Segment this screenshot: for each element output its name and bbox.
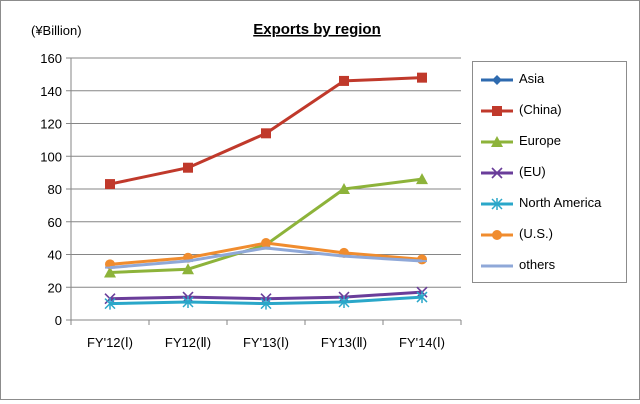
y-tick-label: 60 xyxy=(48,215,62,230)
legend-label: Asia xyxy=(519,71,545,86)
marker-square xyxy=(417,72,427,83)
axes xyxy=(70,58,462,325)
x-tick-label: FY'13(Ⅰ) xyxy=(243,335,289,350)
marker-star xyxy=(182,295,194,308)
y-tick-label: 120 xyxy=(40,117,62,132)
y-tick-label: 100 xyxy=(40,149,62,164)
legend-item: (EU) xyxy=(473,163,626,183)
marker-x xyxy=(491,167,503,179)
legend-swatch xyxy=(481,230,513,240)
series-line xyxy=(109,246,423,270)
legend-item: (U.S.) xyxy=(473,225,626,245)
legend-item: Asia xyxy=(473,70,626,90)
marker-star xyxy=(260,297,272,310)
marker-square xyxy=(105,179,115,190)
series-china xyxy=(105,72,427,190)
x-tick-label: FY13(Ⅱ) xyxy=(321,335,367,350)
y-axis-label: (¥Billion) xyxy=(31,23,82,38)
marker-circle xyxy=(261,238,271,249)
legend: Asia (China) Europe (EU) North America (U.S.)… xyxy=(472,61,627,283)
legend-item: Europe xyxy=(473,132,626,152)
y-tick-labels: 0 20 40 60 80 100 120 140 160 xyxy=(40,51,62,328)
y-tick-label: 140 xyxy=(40,84,62,99)
series-others xyxy=(105,246,427,270)
marker-square xyxy=(261,128,271,139)
marker-square xyxy=(183,162,193,173)
legend-label: North America xyxy=(519,195,602,210)
marker-star xyxy=(338,295,350,308)
legend-swatch xyxy=(481,264,513,268)
legend-item: others xyxy=(473,256,626,276)
y-tick-label: 80 xyxy=(48,182,62,197)
y-tick-label: 20 xyxy=(48,280,62,295)
legend-item: (China) xyxy=(473,101,626,121)
marker-triangle xyxy=(491,136,503,147)
legend-swatch xyxy=(481,198,513,210)
series-north-america xyxy=(104,291,428,310)
marker-diamond xyxy=(492,75,502,85)
y-tick-label: 40 xyxy=(48,248,62,263)
y-tick-label: 0 xyxy=(55,313,62,328)
legend-label: (EU) xyxy=(519,164,546,179)
marker-star xyxy=(491,198,503,210)
marker-triangle xyxy=(104,266,116,278)
legend-label: others xyxy=(519,257,556,272)
legend-swatch xyxy=(481,167,513,179)
marker-square xyxy=(339,75,349,86)
marker-star xyxy=(104,297,116,310)
x-tick-label: FY12(Ⅱ) xyxy=(165,335,211,350)
marker-circle xyxy=(492,230,502,240)
legend-swatch xyxy=(481,106,513,116)
x-tick-labels: FY'12(Ⅰ) FY12(Ⅱ) FY'13(Ⅰ) FY13(Ⅱ) FY'14(Ⅰ) xyxy=(87,335,445,350)
y-tick-label: 160 xyxy=(40,51,62,66)
series-lines xyxy=(104,72,428,310)
chart-title: Exports by region xyxy=(253,21,381,38)
marker-triangle xyxy=(338,183,350,194)
gridlines xyxy=(66,57,461,321)
legend-item: North America xyxy=(473,194,626,214)
marker-triangle xyxy=(182,263,194,275)
legend-label: (China) xyxy=(519,102,562,117)
marker-square xyxy=(492,106,502,116)
legend-label: Europe xyxy=(519,133,561,148)
legend-label: (U.S.) xyxy=(519,226,553,241)
marker-triangle xyxy=(416,173,428,185)
legend-swatch xyxy=(481,75,513,85)
x-tick-label: FY'12(Ⅰ) xyxy=(87,335,133,350)
marker-star xyxy=(416,291,428,304)
x-tick-label: FY'14(Ⅰ) xyxy=(399,335,445,350)
legend-swatch xyxy=(481,136,513,147)
